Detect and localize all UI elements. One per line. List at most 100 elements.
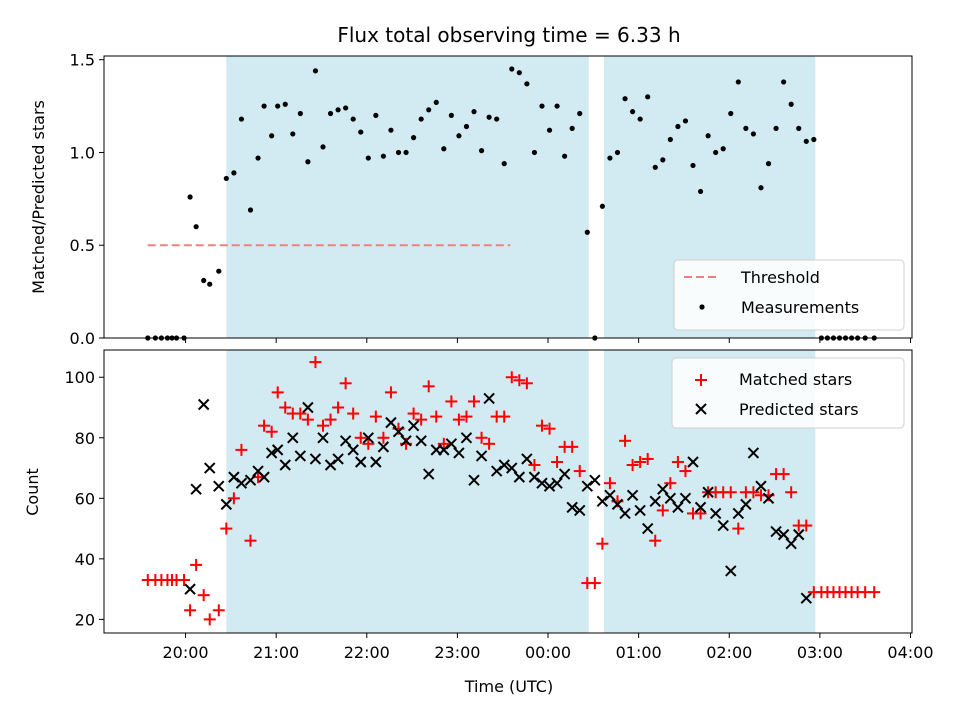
predicted-star-marker xyxy=(279,459,291,471)
y-tick-label: 60 xyxy=(75,489,95,508)
matched-star-marker xyxy=(535,419,548,432)
predicted-star-marker xyxy=(197,398,210,411)
predicted-star-marker xyxy=(370,456,382,468)
predicted-star-marker xyxy=(702,486,714,498)
y-tick-label: 1.0 xyxy=(70,143,95,162)
predicted-star-marker xyxy=(755,480,767,492)
predicted-star-marker xyxy=(649,495,661,508)
measurement-point xyxy=(395,149,402,156)
measurement-point xyxy=(201,277,207,284)
ratio-legend: Threshold Measurements xyxy=(673,259,905,331)
measurement-point xyxy=(327,110,334,117)
legend-predicted-swatch xyxy=(695,403,707,415)
measurement-point xyxy=(562,153,568,159)
predicted-star-marker xyxy=(287,432,299,444)
predicted-star-marker xyxy=(574,504,586,517)
predicted-star-marker xyxy=(332,453,344,465)
matched-star-marker xyxy=(520,377,533,390)
observing-window xyxy=(226,350,589,633)
predicted-star-marker xyxy=(407,419,420,432)
measurement-point xyxy=(269,133,275,139)
matched-star-marker xyxy=(747,486,760,499)
matched-star-marker xyxy=(190,558,203,571)
measurement-point xyxy=(216,268,222,274)
predicted-star-marker xyxy=(800,592,812,604)
measurement-point xyxy=(494,116,500,122)
measurement-point xyxy=(373,112,379,118)
predicted-star-marker xyxy=(566,501,578,514)
count-y-axis-label: Count xyxy=(23,468,42,516)
measurement-point xyxy=(781,79,787,85)
measurement-point xyxy=(501,161,507,167)
predicted-star-marker xyxy=(204,462,216,474)
matched-star-marker xyxy=(664,477,677,490)
predicted-star-marker xyxy=(213,480,225,492)
matched-star-marker xyxy=(573,465,586,478)
measurement-point xyxy=(231,170,237,176)
measurement-point xyxy=(238,116,245,122)
matched-star-marker xyxy=(588,577,601,590)
measurement-point xyxy=(667,136,673,143)
matched-star-marker xyxy=(258,419,271,432)
measurement-point xyxy=(682,118,689,124)
predicted-star-marker xyxy=(506,462,518,474)
measurement-point xyxy=(305,159,311,165)
measurement-point xyxy=(282,101,288,107)
measurement-point xyxy=(297,110,303,117)
measurement-point xyxy=(358,129,364,135)
measurement-point xyxy=(441,146,447,152)
measurement-point xyxy=(660,157,666,163)
predicted-star-marker xyxy=(785,538,797,550)
x-tick-label: 04:00 xyxy=(887,643,933,662)
predicted-star-marker xyxy=(558,468,571,480)
predicted-star-marker xyxy=(377,441,390,453)
measurement-point xyxy=(811,136,817,143)
predicted-star-marker xyxy=(634,504,646,517)
matched-star-marker xyxy=(430,410,443,423)
matched-star-marker xyxy=(694,507,707,520)
predicted-star-marker xyxy=(468,474,480,486)
count-y-ticks: 20 40 60 80 100 xyxy=(64,368,104,629)
measurement-point xyxy=(622,96,628,102)
matched-star-marker xyxy=(178,574,191,587)
predicted-star-marker xyxy=(543,480,556,492)
predicted-star-marker xyxy=(770,525,782,538)
predicted-star-marker xyxy=(220,498,233,511)
measurement-point xyxy=(599,203,605,209)
matched-star-marker xyxy=(483,437,496,450)
measurement-point xyxy=(207,281,213,287)
matched-star-marker xyxy=(220,522,233,535)
predicted-star-marker xyxy=(445,438,458,450)
measurement-point xyxy=(524,81,530,87)
matched-star-marker xyxy=(354,431,367,444)
predicted-star-marker xyxy=(793,528,805,541)
measurement-point xyxy=(411,135,417,141)
matched-star-marker xyxy=(513,374,526,387)
measurement-point xyxy=(675,123,681,130)
predicted-star-marker xyxy=(626,489,639,501)
matched-star-marker xyxy=(641,452,654,465)
measurement-point xyxy=(516,70,522,76)
matched-star-marker xyxy=(212,604,225,617)
measurement-point xyxy=(629,109,636,115)
predicted-star-marker xyxy=(392,426,405,438)
predicted-star-marker xyxy=(271,444,284,456)
legend-measurements-label: Measurements xyxy=(741,298,859,317)
predicted-star-marker xyxy=(740,498,752,511)
y-tick-label: 40 xyxy=(75,550,95,569)
x-tick-label: 21:00 xyxy=(253,643,299,662)
measurement-point xyxy=(743,125,749,131)
predicted-star-marker xyxy=(324,459,337,471)
measurement-point xyxy=(577,110,583,117)
predicted-star-marker xyxy=(423,468,435,480)
measurement-point xyxy=(765,161,772,167)
legend-matched-label: Matched stars xyxy=(739,370,852,389)
predicted-star-marker xyxy=(528,471,541,483)
matched-star-marker xyxy=(339,377,352,390)
measurement-point xyxy=(705,133,711,139)
measurement-point xyxy=(343,105,349,111)
matched-star-marker xyxy=(227,492,240,505)
matched-star-marker xyxy=(377,431,390,444)
measurement-point xyxy=(403,149,409,156)
